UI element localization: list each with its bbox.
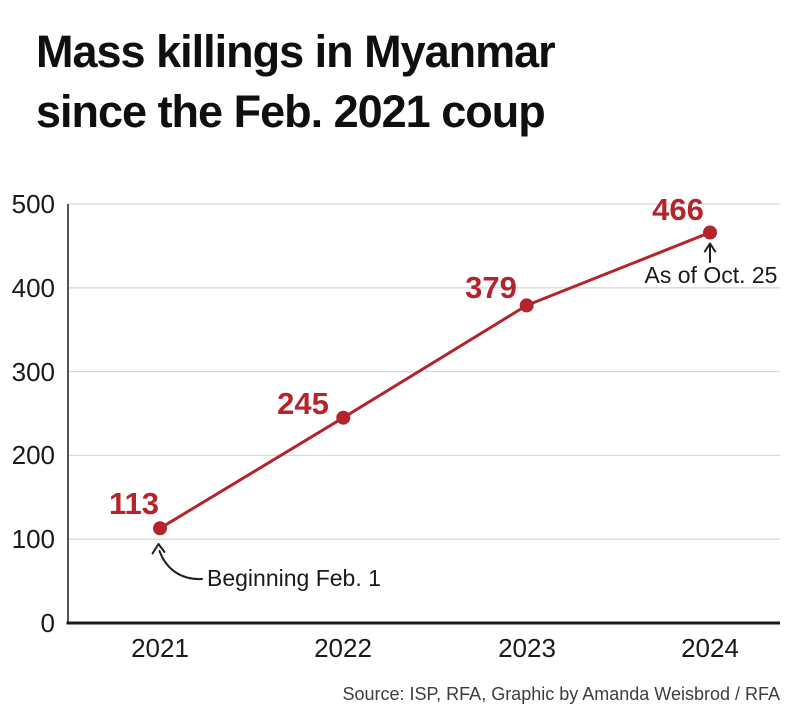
curved-arrow bbox=[158, 550, 203, 581]
x-tick-2021: 2021 bbox=[131, 633, 189, 663]
value-label-2021: 113 bbox=[108, 486, 159, 521]
data-point-2021 bbox=[153, 521, 167, 536]
value-label-2023: 379 bbox=[465, 270, 517, 305]
x-tick-2022: 2022 bbox=[314, 633, 372, 663]
chart-title: Mass killings in Myanmar since the Feb. … bbox=[36, 26, 556, 137]
y-tick-0: 0 bbox=[40, 608, 55, 638]
annotation-as-of-oct-25: As of Oct. 25 bbox=[644, 262, 778, 288]
y-tick-300: 300 bbox=[11, 357, 55, 387]
annotation-beginning-feb-1: Beginning Feb. 1 bbox=[207, 565, 381, 591]
x-tick-2023: 2023 bbox=[498, 633, 556, 663]
x-tick-2024: 2024 bbox=[681, 633, 739, 663]
straight-arrow-head-icon bbox=[703, 242, 717, 253]
trend-line bbox=[158, 231, 712, 530]
data-point-2023 bbox=[519, 298, 534, 313]
value-label-2024: 466 bbox=[652, 192, 704, 227]
curved-arrow-head-icon bbox=[151, 543, 166, 555]
y-tick-500: 500 bbox=[11, 189, 55, 219]
data-point-2024 bbox=[703, 225, 717, 240]
value-label-2022: 245 bbox=[277, 386, 329, 421]
y-tick-100: 100 bbox=[11, 524, 55, 554]
source-credit: Source: ISP, RFA, Graphic by Amanda Weis… bbox=[342, 684, 780, 704]
data-point-2022 bbox=[336, 410, 351, 425]
y-tick-400: 400 bbox=[11, 273, 55, 303]
y-tick-200: 200 bbox=[11, 440, 55, 470]
